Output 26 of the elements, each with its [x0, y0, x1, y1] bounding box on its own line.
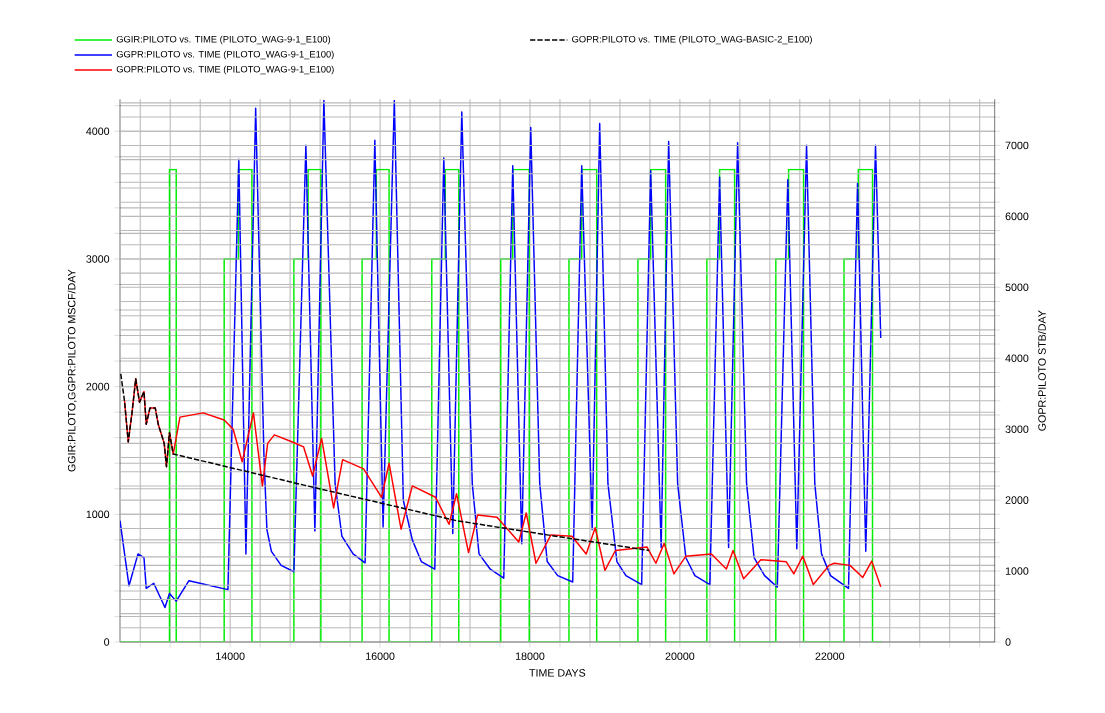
- legend-label: GOPR:PILOTO vs. TIME (PILOTO_WAG-9-1_E100): [116, 65, 334, 75]
- legend-label: GGPR:PILOTO vs. TIME (PILOTO_WAG-9-1_E100): [116, 50, 334, 60]
- x-axis-title: TIME DAYS: [529, 669, 586, 677]
- x-tick-label: 16000: [366, 652, 395, 660]
- y-tick-label: 0: [104, 638, 110, 646]
- legend-label: GOPR:PILOTO vs. TIME (PILOTO_WAG-BASIC-2_E100): [572, 35, 812, 45]
- y2-tick-label: 4000: [1005, 354, 1029, 363]
- y2-tick-label: 6000: [1005, 212, 1029, 221]
- y-axis-title: GGIR:PILOTO,GGPR:PILOTO MSCF/DAY: [67, 269, 77, 472]
- x-tick-label: 14000: [216, 652, 245, 660]
- y-tick-label: 1000: [86, 510, 110, 519]
- y2-tick-label: 7000: [1005, 141, 1029, 150]
- y2-tick-label: 0: [1005, 638, 1011, 646]
- y2-tick-label: 2000: [1005, 496, 1029, 504]
- y-tick-label: 2000: [86, 382, 110, 391]
- line-series: [120, 99, 882, 609]
- y2-tick-label: 3000: [1005, 425, 1029, 433]
- y-tick-label: 4000: [86, 127, 110, 136]
- y2-tick-label: 1000: [1005, 567, 1029, 575]
- x-tick-label: 20000: [665, 652, 695, 660]
- y-tick-label: 3000: [86, 255, 110, 263]
- x-tick-label: 22000: [815, 652, 845, 660]
- y2-tick-label: 5000: [1005, 283, 1029, 292]
- x-tick-label: 18000: [515, 652, 545, 660]
- legend-label: GGIR:PILOTO vs. TIME (PILOTO_WAG-9-1_E100): [116, 35, 331, 45]
- y2-axis-title: GOPR:PILOTO STB/DAY: [1037, 310, 1046, 431]
